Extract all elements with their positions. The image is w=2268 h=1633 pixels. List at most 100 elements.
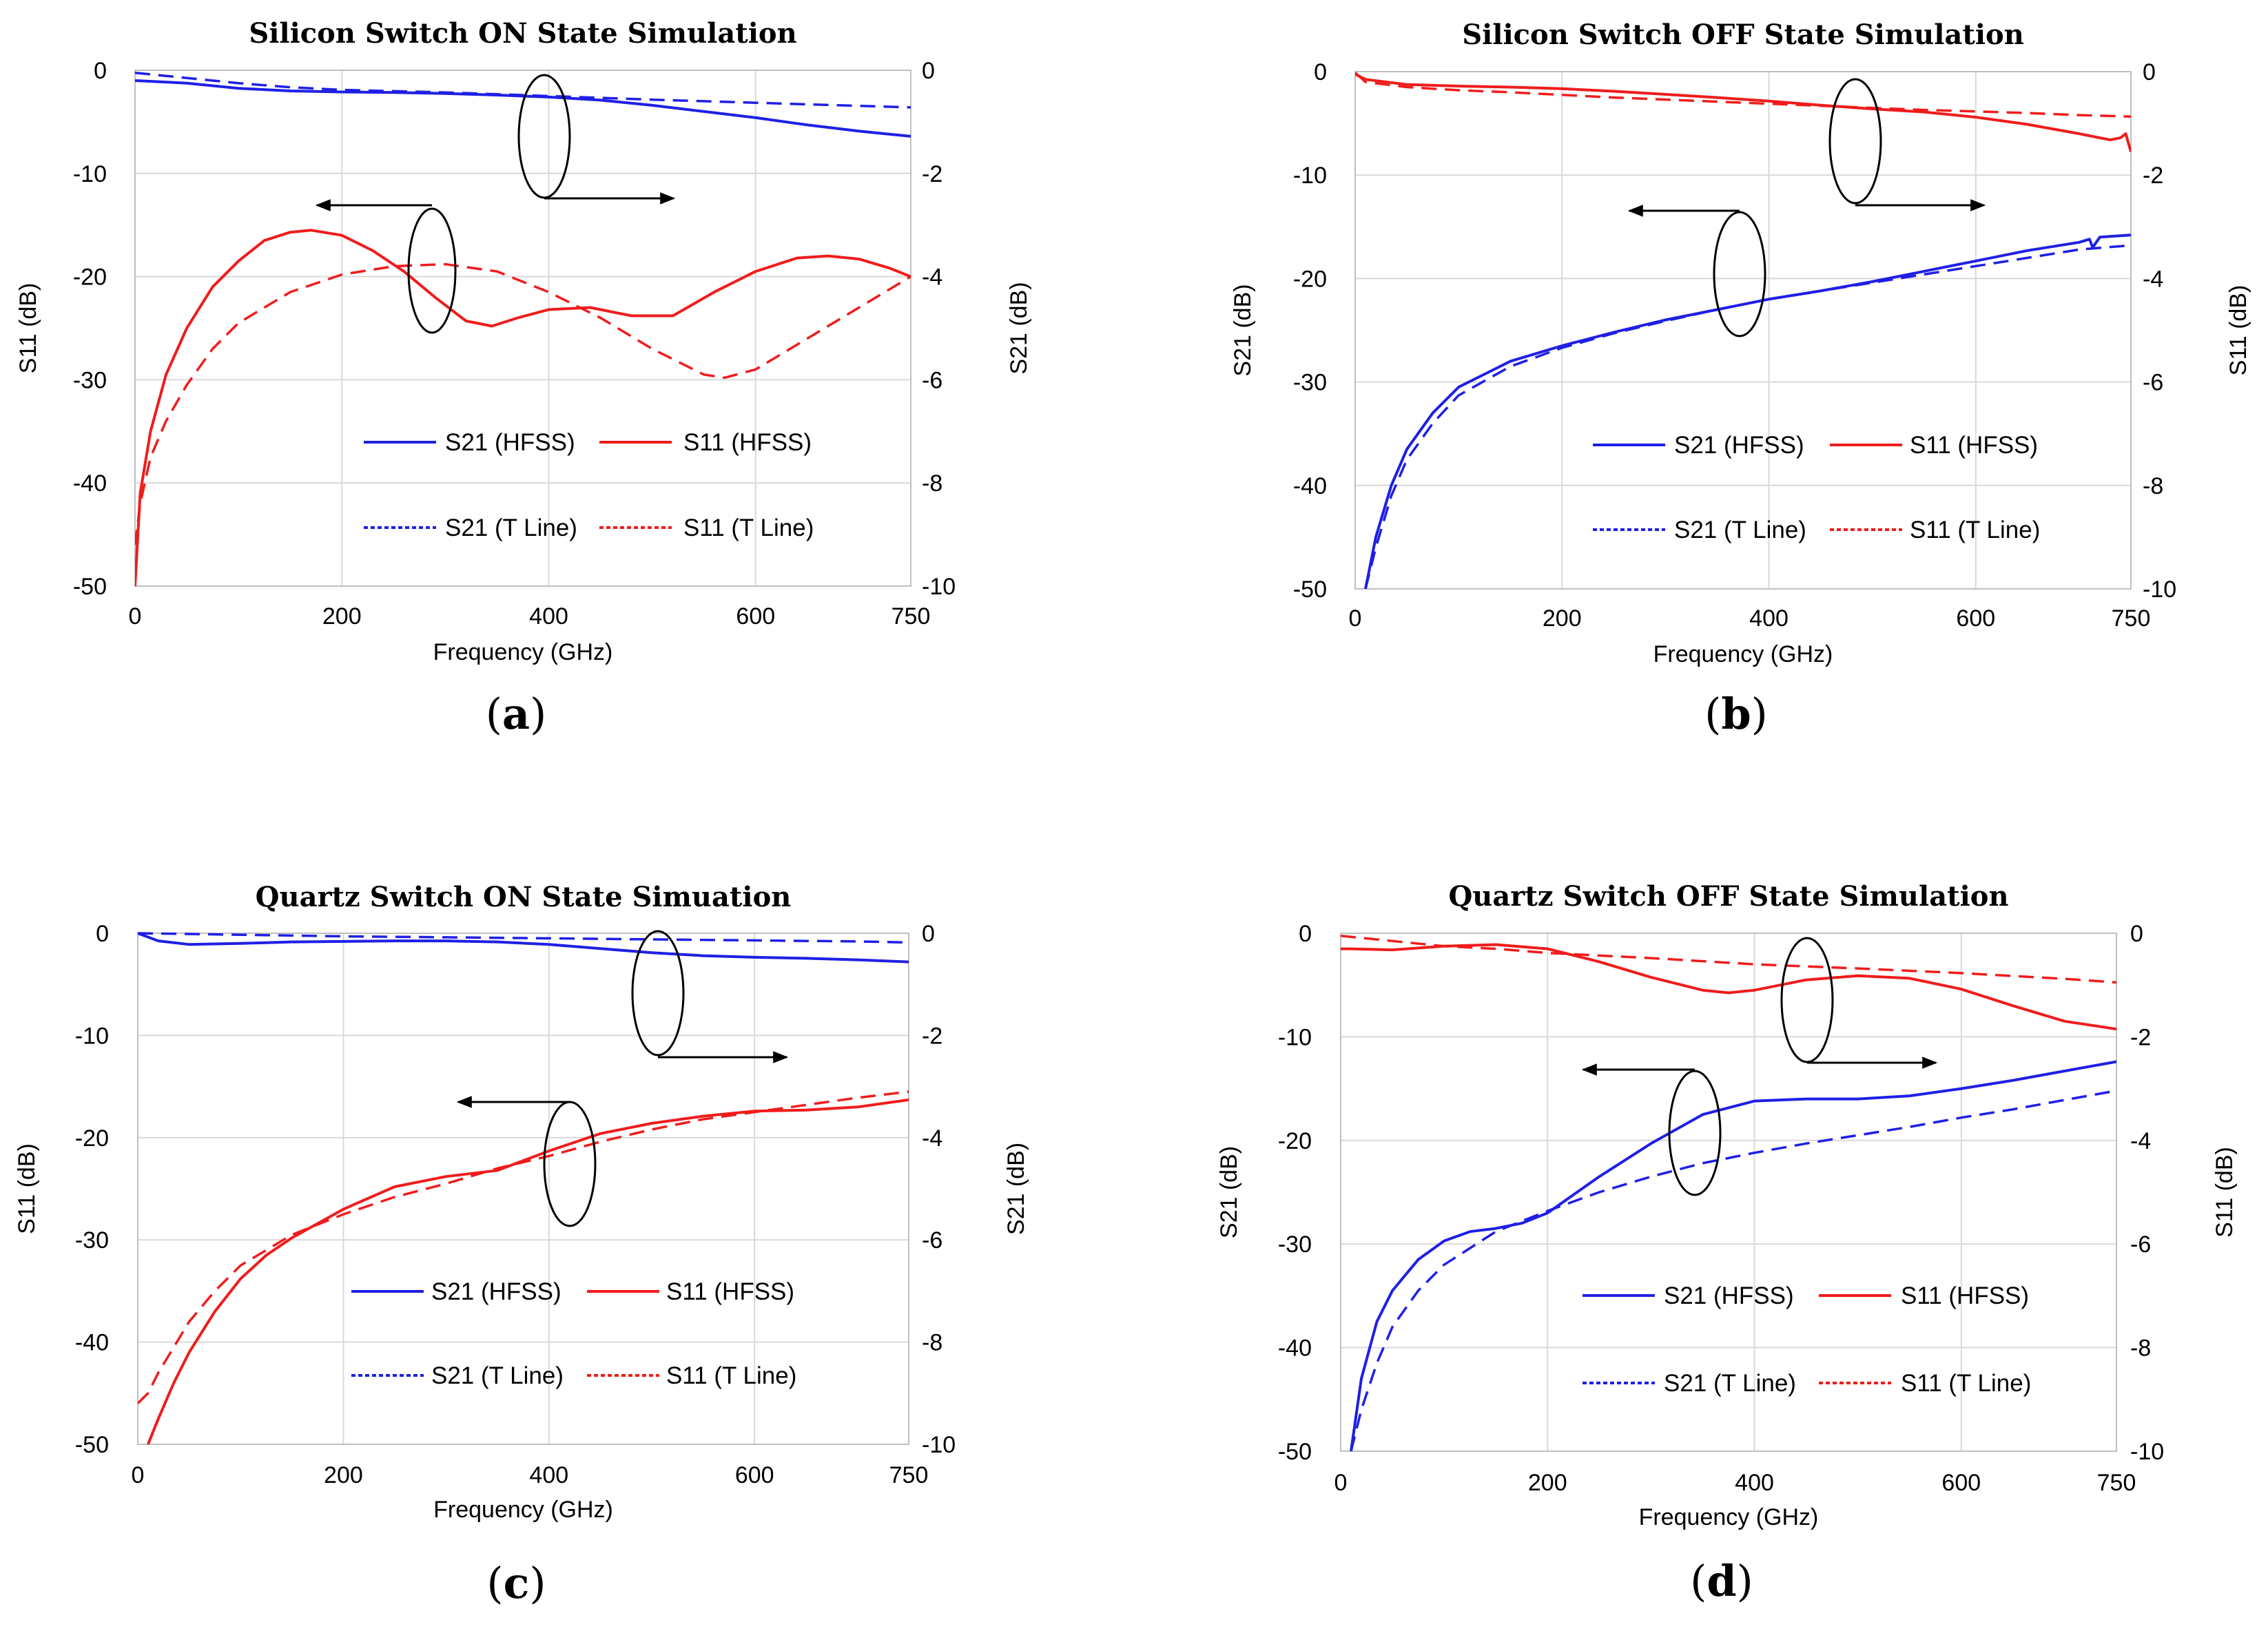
annotation-ellipse-left-axis	[407, 207, 457, 334]
series-line-s21-hfss	[1350, 1060, 2116, 1452]
x-tick-label: 200	[1528, 1470, 1567, 1496]
y-left-tick-label: -40	[73, 470, 107, 497]
panel-letter: c	[504, 1558, 530, 1608]
y-right-tick-label: -2	[922, 1023, 942, 1049]
x-tick-label: 400	[1735, 1470, 1774, 1496]
y-left-tick-label: -50	[73, 574, 107, 600]
y-right-tick-label: -6	[922, 367, 942, 393]
legend-entry: S21 (HFSS)	[1664, 1282, 1794, 1309]
chart-title: Quartz Switch OFF State Simulation	[1448, 880, 2008, 913]
series-line-s21-t-line	[1364, 244, 2131, 590]
x-tick-label: 600	[1956, 605, 1995, 632]
legend-entry: S21 (HFSS)	[1674, 432, 1804, 459]
y-right-tick-label: -2	[2130, 1024, 2151, 1050]
x-axis-label: Frequency (GHz)	[1639, 1504, 1819, 1530]
chart-title: Quartz Switch ON State Simuation	[256, 881, 792, 913]
y-right-tick-label: -8	[2143, 473, 2163, 499]
chart-panel-a: Silicon Switch ON State Simulation 0 200 40…	[15, 17, 1032, 739]
y-left-tick-label: -20	[73, 264, 107, 291]
y-right-tick-label: -2	[2143, 163, 2163, 189]
x-axis-label: Frequency (GHz)	[433, 1497, 613, 1523]
y-left-tick-label: -10	[75, 1023, 109, 1049]
legend-entry: S11 (T Line)	[683, 514, 814, 541]
y-right-tick-label: -6	[2130, 1231, 2151, 1258]
y-right-axis-label: S11 (dB)	[2212, 1147, 2238, 1238]
series-line-s11-hfss	[1355, 73, 2131, 152]
series-line-s21-hfss	[135, 79, 911, 138]
x-tick-label: 0	[1334, 1470, 1348, 1496]
y-left-tick-label: -30	[1293, 370, 1327, 396]
x-tick-label: 0	[1349, 605, 1362, 632]
y-left-axis-label: S11 (dB)	[15, 283, 41, 374]
annotation-ellipse-right-axis	[1828, 78, 1882, 205]
annotation-ellipse-left-axis	[1668, 1070, 1722, 1196]
y-right-tick-label: -10	[2130, 1439, 2164, 1465]
x-axis-label: Frequency (GHz)	[433, 639, 613, 665]
chart-panel-d: Quartz Switch OFF State Simulation 0 200 40…	[1216, 880, 2238, 1606]
y-right-tick-label: -6	[2143, 370, 2163, 396]
series-line-s11-t-line	[1341, 935, 2116, 984]
series-line-s21-t-line	[1350, 1089, 2116, 1452]
y-left-axis-label: S21 (dB)	[1216, 1146, 1242, 1238]
y-left-axis-label: S21 (dB)	[1230, 284, 1256, 376]
x-tick-label: 400	[529, 603, 568, 630]
x-tick-label: 200	[1543, 605, 1582, 632]
legend-entry: S11 (T Line)	[1910, 517, 2040, 543]
legend-entry: S21 (T Line)	[1664, 1370, 1796, 1397]
y-right-tick-label: -8	[2130, 1335, 2151, 1362]
x-tick-label: 200	[324, 1462, 363, 1488]
panel-letter: b	[1721, 689, 1751, 739]
legend-entry: S21 (T Line)	[431, 1362, 564, 1389]
y-left-tick-label: -40	[1278, 1335, 1312, 1362]
y-right-tick-label: -10	[2143, 576, 2176, 603]
series-line-s21-hfss	[138, 932, 909, 964]
x-tick-label: 750	[2112, 605, 2151, 632]
plot-frame	[1354, 71, 2132, 590]
panel-label: (a)	[486, 689, 547, 739]
y-left-tick-label: -40	[1293, 473, 1327, 499]
x-tick-label: 400	[1749, 605, 1788, 632]
chart-title: Silicon Switch ON State Simulation	[249, 17, 796, 50]
panel-letter: d	[1707, 1556, 1736, 1606]
y-right-tick-label: 0	[2143, 59, 2156, 85]
annotation-ellipse-left-axis	[1713, 211, 1766, 337]
chart-title: Silicon Switch OFF State Simulation	[1462, 19, 2024, 51]
annotation-ellipse-left-axis	[543, 1101, 597, 1227]
plot-frame	[134, 70, 911, 587]
x-tick-label: 750	[891, 603, 931, 630]
y-right-axis-label: S21 (dB)	[1006, 282, 1032, 374]
x-tick-label: 0	[129, 603, 142, 630]
legend-entry: S21 (T Line)	[1674, 517, 1806, 543]
legend-entry: S11 (T Line)	[666, 1362, 796, 1389]
y-left-tick-label: -20	[1278, 1128, 1312, 1154]
series-line-s11-t-line	[135, 262, 911, 545]
x-tick-label: 600	[1941, 1470, 1981, 1496]
x-tick-label: 600	[736, 603, 775, 630]
legend-entry: S21 (HFSS)	[445, 429, 575, 456]
y-left-tick-label: -30	[75, 1227, 109, 1254]
y-left-tick-label: -50	[1293, 576, 1327, 603]
series-line-s11-hfss	[147, 1098, 909, 1445]
x-tick-label: 400	[529, 1462, 568, 1488]
y-left-tick-label: 0	[1314, 59, 1327, 85]
series-line-s21-t-line	[138, 932, 909, 944]
y-left-tick-label: -20	[1293, 266, 1327, 292]
series-line-s11-t-line	[1355, 72, 2131, 118]
y-right-tick-label: -8	[922, 470, 942, 497]
y-left-tick-label: -10	[73, 161, 107, 187]
series-line-s11-hfss	[1341, 943, 2116, 1031]
series-line-s11-t-line	[138, 1090, 909, 1404]
x-tick-label: 750	[2097, 1470, 2136, 1496]
x-tick-label: 200	[322, 603, 362, 630]
annotation-ellipse-right-axis	[1780, 937, 1834, 1063]
y-right-tick-label: 0	[2130, 921, 2143, 947]
y-left-tick-label: -50	[1278, 1439, 1312, 1465]
plot-frame	[137, 933, 909, 1445]
y-left-tick-label: 0	[1299, 921, 1312, 947]
y-right-tick-label: -4	[2130, 1128, 2151, 1154]
legend-entry: S11 (HFSS)	[1901, 1282, 2029, 1309]
y-left-tick-label: -10	[1293, 163, 1327, 189]
panel-letter: a	[502, 689, 530, 739]
y-right-axis-label: S11 (dB)	[2225, 285, 2251, 376]
